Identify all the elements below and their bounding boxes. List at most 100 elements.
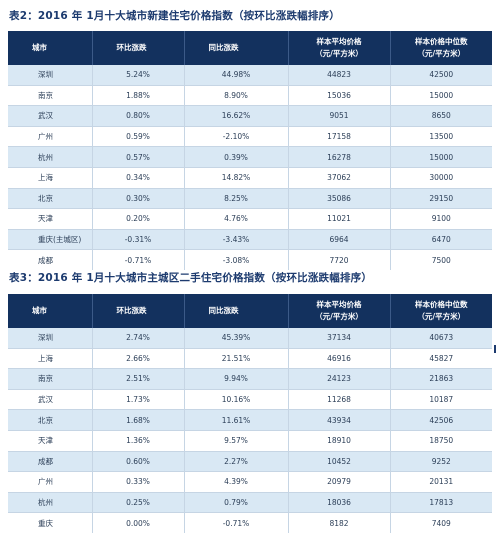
table-row: 上海 2.66% 21.51% 46916 45827 bbox=[8, 347, 492, 369]
table-row: 北京 1.68% 11.61% 43934 42506 bbox=[8, 409, 492, 431]
cell-yoy-change: 14.82% bbox=[184, 166, 289, 189]
cell-avg-price: 7720 bbox=[288, 249, 391, 270]
table-row: 天津 0.20% 4.76% 11021 9100 bbox=[8, 208, 492, 230]
cell-avg-price: 46916 bbox=[288, 347, 391, 369]
cell-yoy-change: 8.25% bbox=[184, 187, 289, 209]
cell-city: 杭州 bbox=[8, 146, 93, 168]
cell-mom-change: 5.24% bbox=[92, 65, 185, 86]
header-yoy: 同比涨跌 bbox=[184, 294, 289, 328]
header-yoy: 同比涨跌 bbox=[184, 31, 289, 65]
cell-yoy-change: 9.57% bbox=[184, 429, 289, 452]
cell-median-price: 21863 bbox=[390, 368, 492, 390]
header-median-price: 样本价格中位数 （元/平方米） bbox=[390, 294, 492, 328]
table-row: 深圳 5.24% 44.98% 44823 42500 bbox=[8, 65, 492, 86]
cell-median-price: 42500 bbox=[390, 65, 492, 86]
cell-city: 武汉 bbox=[8, 388, 93, 410]
cell-median-price: 7500 bbox=[390, 249, 492, 270]
cell-city: 杭州 bbox=[8, 491, 93, 513]
cell-avg-price: 6964 bbox=[288, 228, 391, 250]
table-row: 成都 0.60% 2.27% 10452 9252 bbox=[8, 450, 492, 472]
cell-avg-price: 24123 bbox=[288, 368, 391, 390]
cell-mom-change: 0.80% bbox=[92, 105, 185, 127]
cell-avg-price: 15036 bbox=[288, 84, 391, 106]
cell-yoy-change: -2.10% bbox=[184, 125, 289, 147]
cell-mom-change: 1.88% bbox=[92, 84, 185, 106]
cell-yoy-change: 16.62% bbox=[184, 105, 289, 127]
cell-median-price: 6470 bbox=[390, 228, 492, 250]
cell-median-price: 15000 bbox=[390, 84, 492, 106]
header-median-line2: （元/平方米） bbox=[417, 312, 466, 321]
cell-mom-change: -0.71% bbox=[92, 249, 185, 270]
table-row: 武汉 1.73% 10.16% 11268 10187 bbox=[8, 388, 492, 410]
second-hand-housing-price-table: 城市 环比涨跌 同比涨跌 样本平均价格 （元/平方米） 样本价格中位数 （元/平… bbox=[8, 294, 492, 533]
cell-median-price: 40673 bbox=[390, 328, 492, 349]
cell-yoy-change: 44.98% bbox=[184, 65, 289, 86]
table-row: 南京 2.51% 9.94% 24123 21863 bbox=[8, 368, 492, 390]
header-median-line2: （元/平方米） bbox=[417, 49, 466, 58]
cell-avg-price: 18910 bbox=[288, 429, 391, 452]
header-median-line1: 样本价格中位数 bbox=[415, 37, 468, 46]
cell-avg-price: 11021 bbox=[288, 208, 391, 230]
cell-avg-price: 10452 bbox=[288, 450, 391, 472]
cell-city: 北京 bbox=[8, 187, 93, 209]
table-header-row: 城市 环比涨跌 同比涨跌 样本平均价格 （元/平方米） 样本价格中位数 （元/平… bbox=[8, 31, 492, 65]
table-header-row: 城市 环比涨跌 同比涨跌 样本平均价格 （元/平方米） 样本价格中位数 （元/平… bbox=[8, 294, 492, 328]
cell-median-price: 20131 bbox=[390, 471, 492, 493]
cell-avg-price: 18036 bbox=[288, 491, 391, 513]
cell-median-price: 42506 bbox=[390, 409, 492, 431]
table3-title: 表3：2016 年 1月十大城市主城区二手住宅价格指数（按环比涨跌幅排序） bbox=[9, 272, 373, 284]
cell-city: 成都 bbox=[8, 249, 93, 270]
cell-median-price: 7409 bbox=[390, 512, 492, 533]
table-row: 天津 1.36% 9.57% 18910 18750 bbox=[8, 429, 492, 452]
header-avg-line2: （元/平方米） bbox=[315, 312, 363, 321]
cell-avg-price: 37134 bbox=[288, 328, 391, 349]
cell-mom-change: 0.00% bbox=[92, 512, 185, 533]
cell-yoy-change: 0.39% bbox=[184, 146, 289, 168]
table-row: 广州 0.59% -2.10% 17158 13500 bbox=[8, 125, 492, 147]
table-row: 深圳 2.74% 45.39% 37134 40673 bbox=[8, 328, 492, 349]
cell-yoy-change: 0.79% bbox=[184, 491, 289, 513]
cell-median-price: 15000 bbox=[390, 146, 492, 168]
table-row: 重庆 0.00% -0.71% 8182 7409 bbox=[8, 512, 492, 533]
cell-median-price: 9100 bbox=[390, 208, 492, 230]
cell-mom-change: 1.36% bbox=[92, 429, 185, 452]
table-row: 上海 0.34% 14.82% 37062 30000 bbox=[8, 166, 492, 189]
cell-mom-change: 0.57% bbox=[92, 146, 185, 168]
header-mom: 环比涨跌 bbox=[92, 294, 185, 328]
header-avg-price: 样本平均价格 （元/平方米） bbox=[288, 31, 391, 65]
cell-city: 深圳 bbox=[8, 65, 93, 86]
cell-mom-change: 0.20% bbox=[92, 208, 185, 230]
cell-mom-change: 1.73% bbox=[92, 388, 185, 410]
table-row: 广州 0.33% 4.39% 20979 20131 bbox=[8, 471, 492, 493]
header-avg-line1: 样本平均价格 bbox=[316, 37, 362, 46]
header-avg-line1: 样本平均价格 bbox=[316, 300, 362, 309]
table-row: 成都 -0.71% -3.08% 7720 7500 bbox=[8, 249, 492, 270]
header-median-price: 样本价格中位数 （元/平方米） bbox=[390, 31, 492, 65]
cell-median-price: 9252 bbox=[390, 450, 492, 472]
header-mom: 环比涨跌 bbox=[92, 31, 185, 65]
cell-city: 北京 bbox=[8, 409, 93, 431]
cell-avg-price: 9051 bbox=[288, 105, 391, 127]
cell-yoy-change: 10.16% bbox=[184, 388, 289, 410]
cell-mom-change: -0.31% bbox=[92, 228, 185, 250]
cell-yoy-change: 4.39% bbox=[184, 471, 289, 493]
cell-city: 南京 bbox=[8, 368, 93, 390]
cell-avg-price: 35086 bbox=[288, 187, 391, 209]
cell-yoy-change: 8.90% bbox=[184, 84, 289, 106]
cell-avg-price: 44823 bbox=[288, 65, 391, 86]
header-city: 城市 bbox=[8, 31, 93, 65]
cell-city: 上海 bbox=[8, 166, 93, 189]
cell-median-price: 30000 bbox=[390, 166, 492, 189]
cell-avg-price: 20979 bbox=[288, 471, 391, 493]
cell-city: 广州 bbox=[8, 471, 93, 493]
cell-yoy-change: -3.08% bbox=[184, 249, 289, 270]
table-row: 杭州 0.57% 0.39% 16278 15000 bbox=[8, 146, 492, 168]
cell-yoy-change: 45.39% bbox=[184, 328, 289, 349]
cell-mom-change: 0.33% bbox=[92, 471, 185, 493]
cell-avg-price: 37062 bbox=[288, 166, 391, 189]
cell-median-price: 29150 bbox=[390, 187, 492, 209]
cell-mom-change: 2.51% bbox=[92, 368, 185, 390]
cell-city: 南京 bbox=[8, 84, 93, 106]
cell-yoy-change: 9.94% bbox=[184, 368, 289, 390]
cell-yoy-change: 2.27% bbox=[184, 450, 289, 472]
